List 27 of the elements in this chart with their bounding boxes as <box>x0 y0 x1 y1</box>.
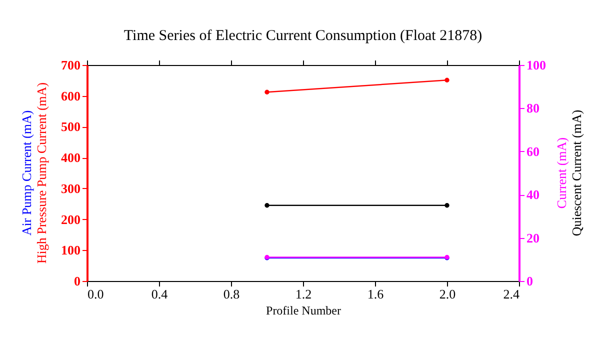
x-tick-label: 1.6 <box>367 286 384 302</box>
y-tick-label: 700 <box>61 58 80 72</box>
y-tick-label: 400 <box>61 150 80 166</box>
text: Air Pump Current (mA) <box>19 110 34 236</box>
text: Current (mA) <box>554 137 569 209</box>
y-tick-label: 300 <box>61 180 80 196</box>
text: High Pressure Pump Current (mA) <box>34 82 49 264</box>
x-tick-label: 2.0 <box>439 286 456 302</box>
x-axis-title: Profile Number <box>266 304 341 318</box>
x-tick-label: 0.4 <box>151 286 168 302</box>
y2-tick-label: 80 <box>526 100 540 116</box>
text: Quiescent Current (mA) <box>569 110 584 236</box>
x-tick-label: 1.2 <box>295 286 312 302</box>
chart-title: Time Series of Electric Current Consumption (Float 21878) <box>124 28 482 44</box>
y-tick-label: 500 <box>61 119 80 134</box>
y2-tick-label: 20 <box>526 230 540 246</box>
x-tick-label: 0.0 <box>88 286 104 302</box>
y-tick-label: 200 <box>61 212 80 227</box>
y-tick-label: 100 <box>61 242 80 258</box>
y2-tick-label: 40 <box>526 187 540 202</box>
y2-tick-label: 0 <box>526 274 533 288</box>
x-tick-label: 0.8 <box>223 286 240 302</box>
y-tick-label: 0 <box>74 274 80 288</box>
y-tick-label: 600 <box>61 88 80 104</box>
y2-tick-label: 60 <box>526 144 540 159</box>
x-tick-label: 2.4 <box>503 286 520 302</box>
y2-tick-label: 100 <box>526 58 546 72</box>
